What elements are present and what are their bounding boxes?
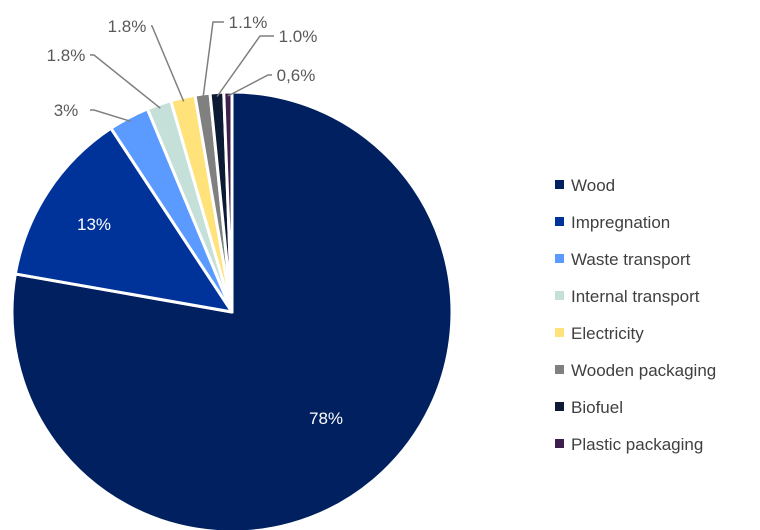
slice-plastic-packaging	[222, 90, 234, 314]
legend-swatch-wooden-packaging	[555, 365, 564, 374]
legend-label-plastic-packaging: Plastic packaging	[571, 435, 703, 454]
legend-swatch-electricity	[555, 328, 564, 337]
legend-swatch-biofuel	[555, 402, 564, 411]
leader-line-electricity	[151, 25, 185, 102]
legend-label-impregnation: Impregnation	[571, 213, 670, 232]
legend-label-internal-transport: Internal transport	[571, 287, 700, 306]
data-labels: 78% 13% 3% 1.8% 1.8% 1.1% 1.0% 0,6%	[47, 13, 343, 428]
legend-label-wood: Wood	[571, 176, 615, 195]
data-label-biofuel: 1.0%	[279, 27, 318, 46]
legend-swatch-wood	[555, 180, 564, 189]
leader-line-internal-transport	[90, 54, 161, 109]
legend: Wood Impregnation Waste transport Internal …	[555, 176, 716, 454]
data-label-plastic-packaging: 0,6%	[277, 66, 316, 85]
data-label-electricity: 1.8%	[108, 17, 147, 36]
legend-swatch-internal-transport	[555, 291, 564, 300]
pie-slices	[10, 90, 454, 530]
data-label-internal-transport: 1.8%	[47, 46, 86, 65]
legend-label-electricity: Electricity	[571, 324, 644, 343]
legend-label-wooden-packaging: Wooden packaging	[571, 361, 716, 380]
leader-lines	[90, 21, 274, 123]
data-label-wood: 78%	[309, 409, 343, 428]
legend-swatch-impregnation	[555, 217, 564, 226]
legend-label-biofuel: Biofuel	[571, 398, 623, 417]
data-label-impregnation: 13%	[77, 215, 111, 234]
legend-swatch-plastic-packaging	[555, 439, 564, 448]
leader-line-biofuel	[216, 35, 274, 97]
slice-impregnation	[13, 126, 234, 314]
leader-line-wooden-packaging	[202, 21, 224, 99]
legend-swatch-waste-transport	[555, 254, 564, 263]
legend-label-waste-transport: Waste transport	[571, 250, 691, 269]
data-label-waste-transport: 3%	[54, 101, 79, 120]
data-label-wooden-packaging: 1.1%	[229, 13, 268, 32]
leader-line-waste-transport	[90, 109, 131, 123]
leader-line-plastic-packaging	[227, 74, 272, 97]
